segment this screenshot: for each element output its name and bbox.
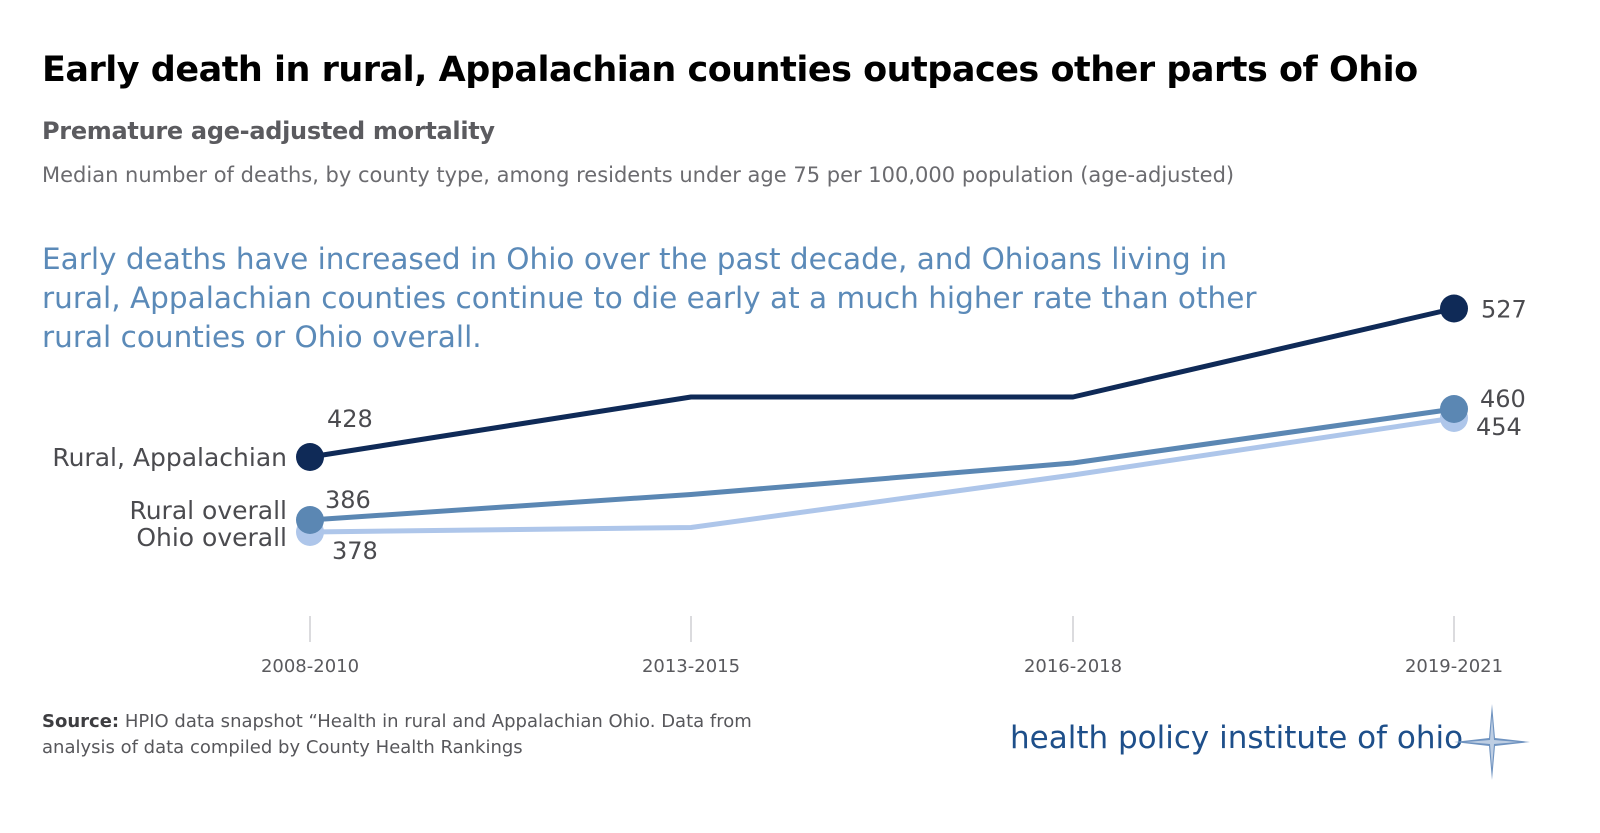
data-point-marker: [296, 443, 324, 471]
chart-annotation: Early deaths have increased in Ohio over…: [42, 242, 1257, 354]
series-line: [307, 415, 1457, 535]
series-name-label: Rural, Appalachian: [52, 443, 287, 472]
x-tick-label: 2013-2015: [642, 656, 740, 677]
chart-description: Median number of deaths, by county type,…: [42, 163, 1235, 187]
data-point-marker: [1440, 294, 1468, 323]
series-name-label: Ohio overall: [136, 523, 287, 552]
logo-text: health policy institute of ohio: [1010, 720, 1464, 756]
line-chart: 2008-2010 2013-2015 2016-2018 2019-2021 Rura…: [52, 294, 1527, 677]
chart-title: Early death in rural, Appalachian counti…: [42, 50, 1418, 90]
x-tick-label: 2019-2021: [1405, 656, 1503, 677]
data-point-marker: [296, 506, 324, 534]
data-point-marker: [1440, 395, 1468, 423]
data-label: 460: [1480, 385, 1526, 413]
source-text: HPIO data snapshot “Health in rural and …: [42, 711, 752, 758]
series-line: [307, 406, 1457, 523]
data-label: 454: [1476, 413, 1522, 441]
series-line: [307, 306, 1457, 460]
compass-star-icon: [1454, 704, 1530, 780]
data-label: 378: [332, 537, 378, 565]
chart-subtitle: Premature age-adjusted mortality: [42, 117, 495, 145]
data-label: 386: [325, 486, 371, 514]
data-label: 527: [1481, 296, 1527, 324]
source-note: Source: HPIO data snapshot “Health in ru…: [42, 709, 802, 761]
x-tick-label: 2008-2010: [261, 656, 359, 677]
source-label: Source:: [42, 711, 120, 732]
x-tick-label: 2016-2018: [1024, 656, 1122, 677]
series-name-label: Rural overall: [129, 496, 287, 525]
data-label: 428: [327, 405, 373, 433]
